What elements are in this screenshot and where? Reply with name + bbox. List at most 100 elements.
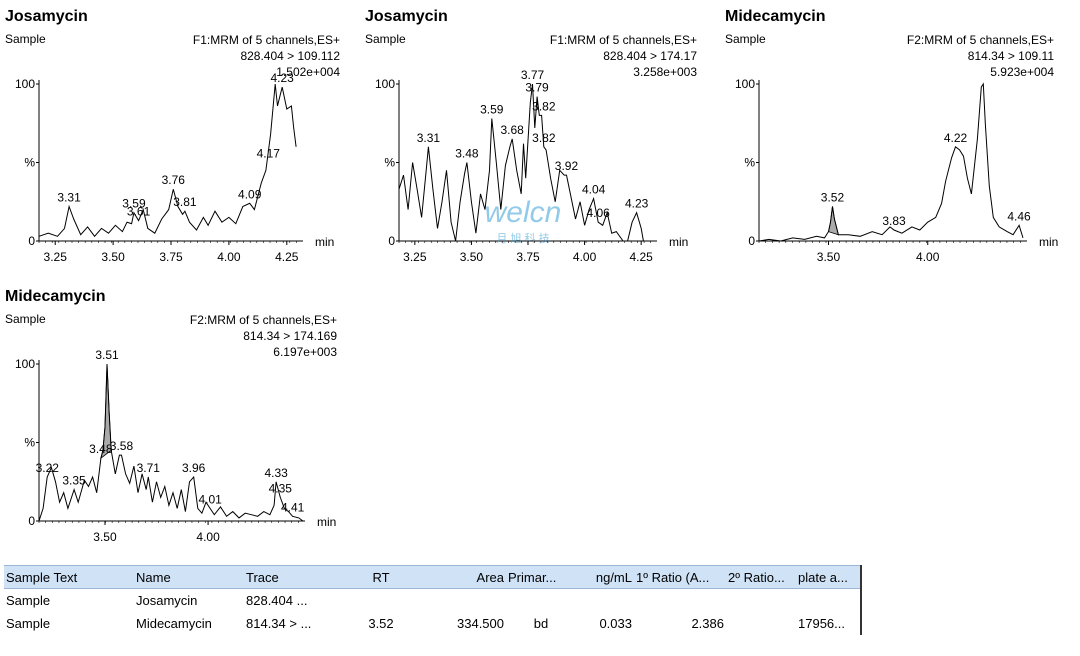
intensity-label: 1.502e+004 — [276, 65, 340, 79]
y-tick-label: 0 — [748, 234, 755, 248]
chromatogram-josamycin-174: Josamycin Sample F1:MRM of 5 channels,ES… — [365, 8, 705, 268]
table-row[interactable]: Sample Midecamycin 814.34 > ... 3.52 334… — [4, 612, 862, 635]
peak-label: 3.61 — [127, 205, 151, 219]
peak-label: 3.71 — [137, 461, 161, 475]
peak-label: 3.58 — [110, 439, 134, 453]
y-tick-label: % — [384, 156, 395, 170]
x-tick-label: 4.25 — [275, 250, 299, 264]
peak-label: 3.68 — [500, 123, 524, 137]
column-header-ratio-2[interactable]: 2º Ratio... — [726, 565, 796, 589]
column-header-name[interactable]: Name — [134, 565, 244, 589]
cell-ng-ml — [576, 589, 634, 613]
channel-info: F1:MRM of 5 channels,ES+ 828.404 > 109.1… — [193, 32, 340, 80]
channel-info: F1:MRM of 5 channels,ES+ 828.404 > 174.1… — [550, 32, 697, 80]
chromatogram-plot: 0% 100 3.50 4.00 min 3.52 3.83 4.22 4.46 — [735, 77, 1058, 264]
peak-label: 4.23 — [270, 71, 294, 85]
x-tick-label: 3.50 — [460, 250, 484, 264]
peak-label: 3.48 — [455, 147, 479, 161]
x-tick-label: 3.75 — [159, 250, 183, 264]
y-tick-label: 0 — [388, 234, 395, 248]
sample-label: Sample — [365, 32, 406, 46]
cell-ratio-1 — [634, 589, 726, 613]
x-tick-label: 4.00 — [217, 250, 241, 264]
x-tick-label: 3.25 — [44, 250, 68, 264]
peak-label: 3.31 — [57, 190, 81, 204]
column-header-sample-text[interactable]: Sample Text — [4, 565, 134, 589]
chromatogram-trace — [38, 363, 304, 522]
cell-name: Josamycin — [136, 593, 198, 608]
y-tick-label: 100 — [375, 77, 395, 91]
peak-label: 3.51 — [95, 348, 119, 362]
column-header-trace[interactable]: Trace — [244, 565, 344, 589]
x-tick-label: 3.25 — [403, 250, 427, 264]
function-label: F1:MRM of 5 channels,ES+ — [192, 33, 340, 47]
cell-trace: 814.34 > ... — [246, 616, 312, 631]
cell-ratio-2 — [726, 589, 796, 613]
column-header-ratio-1[interactable]: 1º Ratio (A... — [634, 565, 726, 589]
cell-plate — [796, 588, 862, 612]
peak-label: 3.82 — [532, 131, 556, 145]
x-tick-label: 3.50 — [93, 530, 117, 544]
cell-ratio-2 — [726, 612, 796, 635]
peak-label: 3.92 — [555, 159, 579, 173]
y-tick-label: % — [744, 156, 755, 170]
transition-label: 828.404 > 109.112 — [240, 49, 340, 63]
y-tick-label: % — [24, 436, 35, 450]
cell-area — [418, 589, 506, 613]
cell-sample-text: Sample — [6, 616, 51, 631]
peak-label: 3.82 — [532, 99, 556, 113]
panel-title: Josamycin — [365, 8, 448, 25]
cell-ng-ml: 0.033 — [599, 616, 632, 631]
intensity-label: 5.923e+004 — [990, 65, 1054, 79]
column-header-rt[interactable]: RT — [344, 565, 418, 589]
table-row[interactable]: Sample Josamycin 828.404 ... — [4, 588, 862, 613]
column-header-primary[interactable]: Primar... — [506, 565, 576, 589]
peak-label: 3.31 — [417, 131, 441, 145]
chromatogram-plot: 0% 100 3.25 3.50 3.75 4.00 4.25 min 3.31 3.48 3.59… — [375, 68, 688, 264]
channel-info: F2:MRM of 5 channels,ES+ 814.34 > 174.16… — [190, 312, 337, 360]
y-tick-label: 100 — [15, 77, 35, 91]
chromatogram-plot: 0% 100 3.25 3.50 3.75 4.00 4.25 min 3.31 3.593.61… — [15, 71, 334, 264]
watermark-text: welcn — [485, 196, 562, 229]
y-tick-label: 100 — [15, 357, 35, 371]
peak-label: 3.77 — [521, 68, 545, 82]
x-tick-label: 4.00 — [916, 250, 940, 264]
peak-label: 3.59 — [122, 197, 146, 211]
cell-primary: bd — [533, 616, 549, 631]
peak-label: 3.59 — [480, 103, 504, 117]
column-header-plate[interactable]: plate a... — [796, 565, 862, 589]
panel-title: Midecamycin — [5, 288, 106, 305]
peak-label: 3.81 — [173, 195, 197, 209]
peak-label: 4.04 — [582, 183, 606, 197]
transition-label: 814.34 > 174.169 — [243, 329, 337, 343]
function-label: F2:MRM of 5 channels,ES+ — [189, 313, 337, 327]
chromatogram-plot: 0% 100 3.50 4.00 min 3.223.35 3.48 3.51 3.583.71… — [15, 348, 336, 544]
x-tick-label: 4.00 — [196, 530, 220, 544]
peak-label: 3.76 — [162, 173, 186, 187]
chromatogram-trace — [38, 83, 297, 238]
peak-label: 3.96 — [182, 461, 206, 475]
x-tick-label: 3.75 — [516, 250, 540, 264]
cell-ratio-1: 2.386 — [691, 616, 724, 631]
transition-label: 828.404 > 174.17 — [603, 49, 697, 63]
column-header-area[interactable]: Area — [418, 565, 506, 589]
x-tick-label: 3.50 — [101, 250, 125, 264]
x-axis-label: min — [315, 235, 334, 249]
cell-plate: 17956... — [796, 612, 862, 635]
cell-sample-text: Sample — [6, 593, 51, 608]
peak-label: 4.01 — [198, 492, 222, 506]
y-tick-label: 0 — [28, 514, 35, 528]
peak-label: 4.35 — [269, 481, 293, 495]
column-header-ng-ml[interactable]: ng/mL — [576, 565, 634, 589]
sample-label: Sample — [5, 32, 46, 46]
peak-label: 4.22 — [944, 131, 968, 145]
sample-label: Sample — [725, 32, 766, 46]
peak-label: 3.83 — [882, 214, 906, 228]
channel-info: F2:MRM of 5 channels,ES+ 814.34 > 109.11… — [907, 32, 1054, 80]
cell-rt: 3.52 — [368, 616, 394, 631]
x-axis-label: min — [317, 515, 336, 529]
table-header-row: Sample Text Name Trace RT Area Primar...… — [4, 565, 862, 589]
x-tick-label: 4.00 — [573, 250, 597, 264]
cell-rt — [344, 589, 418, 613]
y-tick-label: % — [24, 156, 35, 170]
